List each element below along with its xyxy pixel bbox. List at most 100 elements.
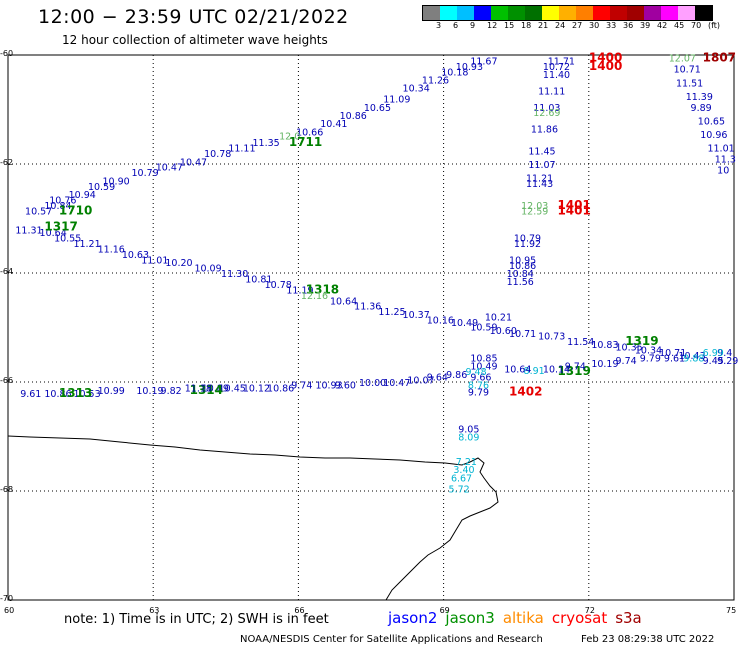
color-swatch bbox=[610, 6, 627, 20]
color-swatch bbox=[644, 6, 661, 20]
color-scale-label: 33 bbox=[606, 21, 617, 30]
color-swatch bbox=[627, 6, 644, 20]
wave-height-label: 11.67 bbox=[470, 56, 497, 67]
wave-height-label: 11.54 bbox=[567, 337, 594, 348]
y-tick-label: -60 bbox=[0, 49, 14, 58]
pass-time-label: 1314 bbox=[190, 383, 223, 397]
wave-height-label: 10.78 bbox=[204, 149, 231, 160]
wave-height-label: 10.34 bbox=[635, 345, 662, 356]
color-scale-label: 21 bbox=[538, 21, 549, 30]
color-swatch bbox=[508, 6, 525, 20]
pass-time-label: 1400 bbox=[589, 51, 622, 65]
wave-height-label: 10.53 bbox=[73, 389, 100, 400]
wave-height-label: 10.47 bbox=[383, 378, 410, 389]
color-swatch bbox=[423, 6, 440, 20]
x-tick-label: 60 bbox=[4, 606, 15, 615]
wave-height-label: 10.89 bbox=[202, 383, 229, 394]
color-scale-label: 15 bbox=[504, 21, 515, 30]
x-tick-label: 69 bbox=[439, 606, 450, 615]
wave-height-label: 10.85 bbox=[470, 353, 497, 364]
wave-height-label: 10.37 bbox=[403, 310, 430, 321]
wave-height-label: 11.01 bbox=[141, 255, 168, 266]
y-tick-label: -62 bbox=[0, 158, 14, 167]
wave-height-label: 10.49 bbox=[470, 362, 497, 373]
color-scale-label: 42 bbox=[657, 21, 668, 30]
wave-height-label: 11.43 bbox=[526, 179, 553, 190]
wave-height-label: 9.29 bbox=[717, 356, 738, 367]
wave-height-label: 11.86 bbox=[531, 125, 558, 136]
wave-height-label: 10.16 bbox=[427, 315, 454, 326]
color-swatch bbox=[678, 6, 695, 20]
wave-height-label: 9.64 bbox=[427, 373, 448, 384]
color-swatch bbox=[542, 6, 559, 20]
grid-lines bbox=[8, 55, 734, 600]
wave-height-label: 9.4 bbox=[717, 348, 732, 359]
wave-height-label: 11.21 bbox=[73, 239, 100, 250]
wave-height-label: 10.94 bbox=[69, 190, 96, 201]
color-scale-label: 24 bbox=[555, 21, 566, 30]
wave-height-label: 12.03 bbox=[521, 201, 548, 212]
map-title: 12:00 − 23:59 UTC 02/21/2022 bbox=[38, 6, 349, 28]
color-swatch bbox=[457, 6, 474, 20]
wave-height-label: 10.60 bbox=[490, 326, 517, 337]
wave-height-label: 10.79 bbox=[514, 234, 541, 245]
wave-height-label: 10.19 bbox=[136, 386, 163, 397]
color-scale-label: 3 bbox=[436, 21, 442, 30]
wave-height-label: 10.21 bbox=[485, 313, 512, 324]
color-scale-label: 18 bbox=[521, 21, 532, 30]
wave-height-label: 10.83 bbox=[591, 340, 618, 351]
color-scale-label: 12 bbox=[487, 21, 498, 30]
pass-time-label: 1318 bbox=[306, 282, 339, 296]
wave-height-label: 5.72 bbox=[449, 484, 470, 495]
wave-height-label: 11.11 bbox=[538, 86, 565, 97]
x-tick-label: 63 bbox=[149, 606, 160, 615]
wave-height-label: 11.3 bbox=[715, 155, 736, 166]
pass-time-label: 1401 bbox=[557, 203, 590, 217]
color-swatch bbox=[525, 6, 542, 20]
footnote: note: 1) Time is in UTC; 2) SWH is in fe… bbox=[64, 612, 329, 627]
x-tick-label: 66 bbox=[294, 606, 305, 615]
wave-height-label: 11.26 bbox=[422, 76, 449, 87]
wave-height-label: 11.35 bbox=[253, 138, 280, 149]
wave-height-label: 10.79 bbox=[132, 168, 159, 179]
color-scale-label: (ft) bbox=[708, 21, 721, 30]
color-scale-label: 27 bbox=[572, 21, 583, 30]
coastline bbox=[7, 435, 499, 601]
wave-height-label: 11.45 bbox=[528, 146, 555, 157]
wave-height-label: 10.93 bbox=[315, 381, 342, 392]
wave-height-label: 10.71 bbox=[509, 329, 536, 340]
wave-height-label: 8.09 bbox=[458, 433, 479, 444]
wave-height-label: 10.00 bbox=[359, 378, 386, 389]
wave-height-label: 10.59 bbox=[470, 322, 497, 333]
wave-height-label: 9.74 bbox=[565, 362, 586, 373]
wave-height-label: 10.90 bbox=[102, 176, 129, 187]
wave-height-label: 11.11 bbox=[228, 144, 255, 155]
wave-height-label: 11.71 bbox=[548, 56, 575, 67]
wave-height-label: 9.74 bbox=[291, 381, 312, 392]
wave-height-label: 10.78 bbox=[265, 280, 292, 291]
satellite-s3a: s3a bbox=[615, 609, 642, 627]
wave-height-label: 11.40 bbox=[543, 70, 570, 81]
wave-height-label: 12.07 bbox=[669, 54, 696, 65]
wave-height-label: 10.49 bbox=[451, 318, 478, 329]
wave-height-label: 9.60 bbox=[335, 381, 356, 392]
wave-height-label: 10.84 bbox=[44, 201, 71, 212]
wave-height-label: 10.86 bbox=[44, 389, 71, 400]
wave-height-label: 9.66 bbox=[470, 373, 491, 384]
pass-time-label: 1319 bbox=[625, 334, 658, 348]
wave-height-label: 10.99 bbox=[98, 386, 125, 397]
wave-height-label: 10.47 bbox=[156, 163, 183, 174]
wave-height-label: 9.89 bbox=[691, 103, 712, 114]
wave-height-label: 9.48 bbox=[465, 367, 486, 378]
footer-timestamp: Feb 23 08:29:38 UTC 2022 bbox=[581, 634, 715, 645]
wave-height-label: 10.47 bbox=[180, 157, 207, 168]
wave-height-label: 10.64 bbox=[40, 228, 67, 239]
pass-time-label: 1313 bbox=[59, 386, 92, 400]
wave-height-label: 10.07 bbox=[407, 375, 434, 386]
color-swatch bbox=[593, 6, 610, 20]
wave-height-label: 10.35 bbox=[616, 343, 643, 354]
satellite-legend: jason2 jason3 altika cryosat s3a bbox=[388, 609, 650, 627]
wave-height-label: 10.63 bbox=[122, 250, 149, 261]
wave-height-label: 12.59 bbox=[521, 206, 548, 217]
color-swatch bbox=[474, 6, 491, 20]
